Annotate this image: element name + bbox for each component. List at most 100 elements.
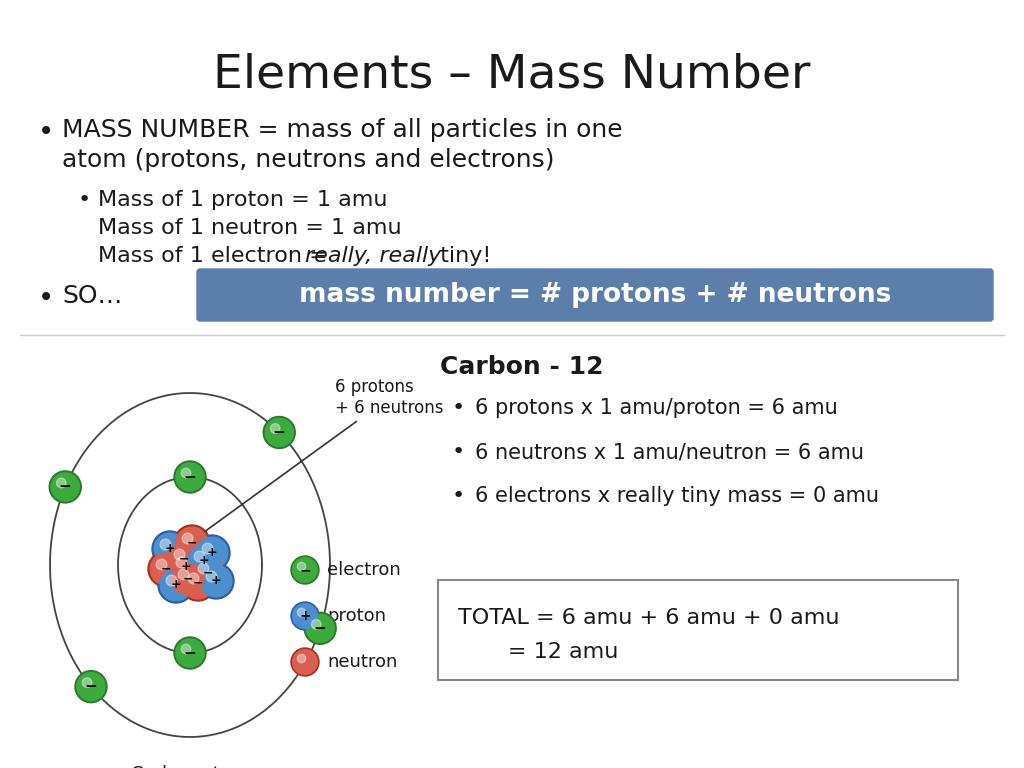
Circle shape xyxy=(198,563,234,599)
Text: really, really: really, really xyxy=(305,246,441,266)
Text: 6 protons x 1 amu/proton = 6 amu: 6 protons x 1 amu/proton = 6 amu xyxy=(475,398,838,418)
Text: +: + xyxy=(171,578,181,591)
Text: Carbon atom: Carbon atom xyxy=(131,765,249,768)
Text: +: + xyxy=(180,561,191,574)
Circle shape xyxy=(176,527,208,559)
Text: −: − xyxy=(183,469,197,485)
Text: MASS NUMBER = mass of all particles in one: MASS NUMBER = mass of all particles in o… xyxy=(62,118,623,142)
Circle shape xyxy=(174,525,210,561)
Circle shape xyxy=(82,678,92,687)
Text: −: − xyxy=(183,645,197,660)
Circle shape xyxy=(263,416,295,449)
Text: +: + xyxy=(211,574,221,588)
Text: = 12 amu: = 12 amu xyxy=(458,642,618,662)
Circle shape xyxy=(176,639,204,667)
Text: −: − xyxy=(182,572,194,585)
Circle shape xyxy=(174,637,206,669)
Circle shape xyxy=(170,561,206,597)
Text: +: + xyxy=(165,542,175,555)
Circle shape xyxy=(202,543,213,554)
Circle shape xyxy=(166,575,177,586)
Text: 6 neutrons x 1 amu/neutron = 6 amu: 6 neutrons x 1 amu/neutron = 6 amu xyxy=(475,442,864,462)
Circle shape xyxy=(297,608,306,617)
Text: −: − xyxy=(85,679,97,694)
Circle shape xyxy=(49,471,81,503)
Circle shape xyxy=(155,533,185,564)
Text: −: − xyxy=(179,552,189,565)
Circle shape xyxy=(206,571,217,582)
FancyBboxPatch shape xyxy=(197,269,993,321)
Text: Mass of 1 proton = 1 amu: Mass of 1 proton = 1 amu xyxy=(98,190,387,210)
Text: −: − xyxy=(272,425,286,440)
Text: Mass of 1 electron =: Mass of 1 electron = xyxy=(98,246,335,266)
Circle shape xyxy=(168,543,200,574)
Circle shape xyxy=(151,553,182,585)
Text: tiny!: tiny! xyxy=(433,246,492,266)
Circle shape xyxy=(193,557,224,589)
Circle shape xyxy=(188,573,199,584)
Circle shape xyxy=(304,612,336,644)
Text: Elements – Mass Number: Elements – Mass Number xyxy=(213,52,811,97)
Text: −: − xyxy=(299,563,311,577)
Text: proton: proton xyxy=(327,607,386,625)
Text: •: • xyxy=(38,284,54,312)
Text: •: • xyxy=(452,398,465,418)
Circle shape xyxy=(186,543,222,579)
Text: −: − xyxy=(186,537,198,549)
Circle shape xyxy=(194,535,230,571)
Circle shape xyxy=(297,562,306,571)
Text: •: • xyxy=(38,118,54,146)
Circle shape xyxy=(198,563,209,574)
Circle shape xyxy=(190,555,226,591)
Circle shape xyxy=(182,567,214,599)
Circle shape xyxy=(178,569,188,580)
Circle shape xyxy=(291,556,319,584)
Circle shape xyxy=(293,650,317,674)
Circle shape xyxy=(200,565,231,597)
Text: −: − xyxy=(193,577,203,590)
Circle shape xyxy=(182,533,193,544)
Circle shape xyxy=(158,567,194,603)
Text: TOTAL = 6 amu + 6 amu + 0 amu: TOTAL = 6 amu + 6 amu + 0 amu xyxy=(458,608,840,628)
Text: +: + xyxy=(199,554,209,568)
Circle shape xyxy=(148,551,184,587)
Text: •: • xyxy=(78,190,91,210)
Circle shape xyxy=(291,648,319,676)
Circle shape xyxy=(166,541,202,577)
Text: +: + xyxy=(299,609,311,623)
Circle shape xyxy=(197,537,227,569)
Circle shape xyxy=(152,531,188,567)
Text: atom (protons, neutrons and electrons): atom (protons, neutrons and electrons) xyxy=(62,148,555,172)
Text: −: − xyxy=(313,621,327,636)
Circle shape xyxy=(174,549,185,560)
Circle shape xyxy=(56,478,67,488)
Circle shape xyxy=(176,557,187,568)
Circle shape xyxy=(160,539,171,550)
Circle shape xyxy=(293,604,317,628)
Text: neutron: neutron xyxy=(327,653,397,671)
Circle shape xyxy=(195,551,205,562)
Text: Carbon - 12: Carbon - 12 xyxy=(440,355,603,379)
Circle shape xyxy=(311,620,321,629)
Circle shape xyxy=(297,654,306,663)
Circle shape xyxy=(170,551,202,583)
Circle shape xyxy=(172,563,204,595)
Text: •: • xyxy=(452,442,465,462)
Circle shape xyxy=(176,463,204,491)
Circle shape xyxy=(180,565,216,601)
Circle shape xyxy=(270,424,280,433)
Circle shape xyxy=(75,670,106,703)
Text: Mass of 1 neutron = 1 amu: Mass of 1 neutron = 1 amu xyxy=(98,218,401,238)
Circle shape xyxy=(160,569,191,601)
Circle shape xyxy=(265,419,293,446)
Circle shape xyxy=(306,614,334,642)
Circle shape xyxy=(168,549,204,585)
Text: −: − xyxy=(203,567,213,580)
Text: 6 electrons x really tiny mass = 0 amu: 6 electrons x really tiny mass = 0 amu xyxy=(475,486,879,506)
Text: −: − xyxy=(59,479,72,495)
Circle shape xyxy=(293,558,317,582)
Circle shape xyxy=(156,559,167,570)
Text: 6 protons
+ 6 neutrons: 6 protons + 6 neutrons xyxy=(203,378,443,533)
Text: +: + xyxy=(207,547,217,560)
FancyBboxPatch shape xyxy=(438,580,958,680)
